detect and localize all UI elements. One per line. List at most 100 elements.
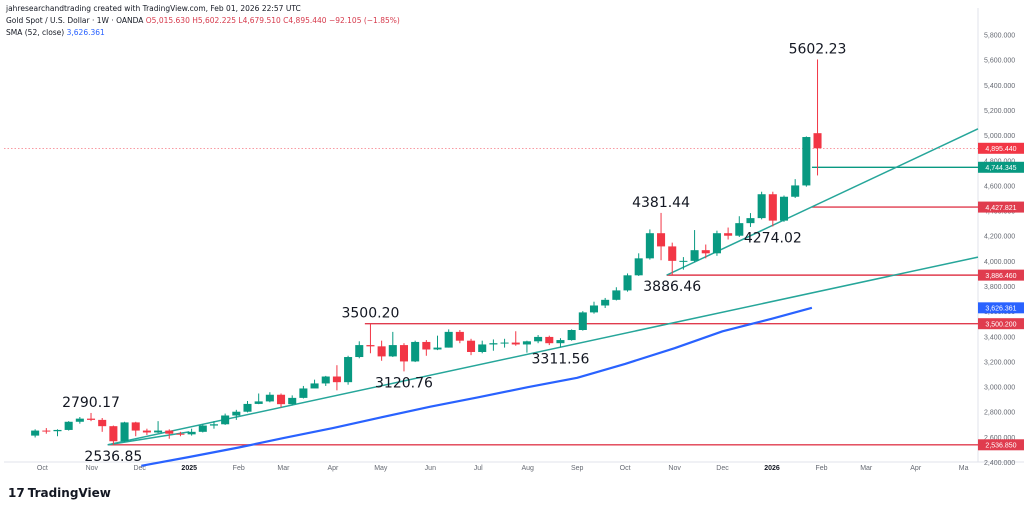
price-label-text: 4,895.440 — [985, 146, 1016, 153]
x-tick-label: Jul — [474, 465, 483, 472]
candle-body — [668, 246, 677, 261]
candle — [634, 253, 643, 276]
candle-body — [131, 422, 140, 431]
candle — [813, 59, 822, 176]
candle — [399, 343, 409, 372]
price-label-text: 3,500.200 — [985, 321, 1016, 328]
candle-body — [399, 345, 409, 362]
candle-body — [221, 415, 230, 425]
candle-body — [612, 290, 621, 300]
candle-body — [232, 411, 241, 416]
sma-label: SMA (52, close) — [6, 28, 65, 37]
candle — [321, 375, 330, 386]
y-tick-label: 5,000.000 — [984, 133, 1015, 140]
candle — [53, 429, 62, 437]
candle — [366, 323, 375, 354]
candle — [589, 301, 599, 314]
x-tick-label: Sep — [571, 465, 584, 472]
y-tick-label: 5,400.000 — [984, 83, 1015, 90]
price-annotation: 2790.17 — [62, 395, 120, 411]
candle-body — [42, 430, 51, 432]
candle-body — [802, 137, 811, 186]
candle-body — [75, 418, 84, 422]
candle — [109, 425, 118, 445]
candle — [165, 429, 174, 439]
y-tick-label: 5,600.000 — [984, 58, 1015, 65]
candle — [176, 431, 185, 437]
candle — [154, 421, 163, 434]
candle-body — [701, 250, 710, 254]
candle-body — [254, 401, 263, 404]
candle — [332, 365, 341, 391]
x-tick-label: Aug — [521, 465, 534, 472]
y-tick-label: 3,800.000 — [984, 284, 1015, 291]
candle — [344, 355, 353, 385]
candle-body — [154, 430, 163, 433]
candle-body — [534, 336, 543, 342]
candle — [511, 331, 520, 346]
price-annotation: 3311.56 — [532, 351, 590, 367]
candle — [668, 242, 677, 276]
candle — [64, 421, 73, 431]
y-tick-label: 5,800.000 — [984, 33, 1015, 40]
candle — [377, 340, 386, 361]
candle — [120, 421, 129, 442]
candle-body — [299, 388, 308, 398]
candle — [31, 429, 40, 438]
candle — [198, 424, 207, 433]
x-tick-label: Nov — [86, 465, 99, 472]
candle — [243, 401, 252, 413]
candle-body — [422, 341, 431, 350]
chart-credit: jahresearchandtrading created with Tradi… — [6, 4, 301, 13]
candle — [478, 340, 487, 354]
candle — [612, 287, 621, 301]
y-tick-label: 4,200.000 — [984, 234, 1015, 241]
y-tick-label: 2,800.000 — [984, 410, 1015, 417]
candle — [791, 179, 800, 198]
tradingview-logo-icon: 17 — [8, 486, 25, 500]
candle-body — [657, 233, 666, 247]
x-tick-label: Oct — [620, 465, 631, 472]
candle-body — [142, 430, 151, 433]
candle — [757, 191, 766, 220]
candle-body — [746, 218, 755, 224]
x-tick-label: Nov — [668, 465, 681, 472]
candle — [86, 412, 96, 422]
tradingview-logo[interactable]: 17 TradingView — [8, 486, 111, 500]
candle — [98, 418, 107, 432]
price-label-text: 3,886.460 — [985, 273, 1016, 280]
chart-background — [4, 8, 1024, 463]
candle — [355, 341, 364, 359]
candle — [411, 340, 420, 363]
y-tick-label: 3,400.000 — [984, 334, 1015, 341]
x-tick-label: Apr — [910, 465, 922, 472]
price-annotation: 3120.76 — [375, 375, 433, 391]
price-label-text: 4,744.345 — [985, 165, 1016, 172]
candle-body — [578, 312, 587, 330]
trendline — [107, 256, 979, 446]
candle — [712, 230, 721, 256]
candle — [534, 335, 543, 344]
candle-body — [690, 250, 699, 261]
candle-body — [98, 419, 107, 427]
candle — [746, 213, 755, 227]
price-label: 3,626.361 — [978, 302, 1024, 314]
symbol-line: Gold Spot / U.S. Dollar · 1W · OANDA O5,… — [6, 16, 400, 25]
price-label-box — [978, 302, 1024, 314]
candle-body — [321, 376, 330, 384]
candle-body — [411, 341, 420, 362]
price-label-text: 2,536.850 — [985, 443, 1016, 450]
price-annotation: 4381.44 — [632, 195, 690, 211]
price-annotation: 2536.85 — [84, 449, 142, 465]
candle — [768, 191, 777, 227]
candle — [779, 195, 789, 222]
candle — [545, 335, 554, 346]
candle-body — [522, 341, 531, 345]
price-label-box — [978, 439, 1024, 451]
sma-legend[interactable]: SMA (52, close) 3,626.361 — [6, 28, 105, 37]
tradingview-logo-text: TradingView — [27, 486, 111, 500]
candle — [701, 244, 710, 259]
candle-body — [332, 376, 341, 383]
candle — [310, 379, 319, 389]
